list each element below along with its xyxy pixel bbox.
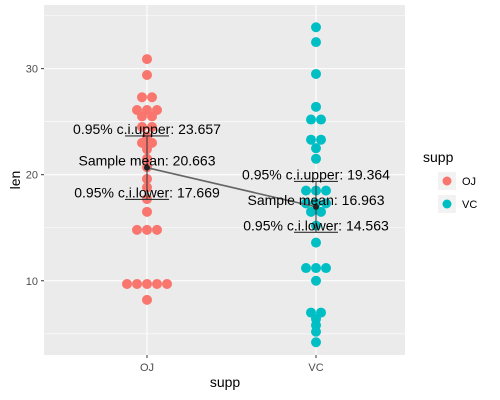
data-point <box>152 278 162 289</box>
data-point <box>311 337 321 348</box>
data-point <box>147 92 157 103</box>
mean-point <box>313 203 319 210</box>
data-point <box>137 121 147 132</box>
annotation-upper-vc: 0.95% c.i.upper: 19.364 <box>242 166 390 182</box>
data-point <box>306 206 316 217</box>
data-point <box>316 206 326 217</box>
data-point <box>311 263 321 274</box>
data-point <box>142 278 152 289</box>
data-point <box>306 134 316 145</box>
mean-connector-line <box>146 166 317 208</box>
y-tick-label: 10 <box>26 276 38 288</box>
data-point <box>306 114 316 125</box>
legend-label-oj: OJ <box>462 176 476 188</box>
annotation-lower-oj: 0.95% c.i.lower: 17.669 <box>74 184 220 200</box>
mean-point <box>144 164 150 171</box>
data-point <box>132 105 142 115</box>
data-point <box>142 70 152 80</box>
annotation-mean-vc: Sample mean: 16.963 <box>248 192 385 208</box>
data-point <box>301 263 311 274</box>
data-point <box>311 237 321 248</box>
data-point <box>122 278 132 289</box>
x-tick-label: OJ <box>140 362 154 374</box>
annotation-layer: 0.95% c.i.upper: 23.657 Sample mean: 20.6… <box>73 121 390 233</box>
data-point <box>132 278 142 289</box>
legend-key-oj <box>442 176 452 186</box>
legend-key-vc <box>442 199 452 209</box>
data-point <box>142 206 152 217</box>
y-axis-title: len <box>7 171 23 190</box>
data-point <box>311 143 321 154</box>
data-point <box>311 22 321 33</box>
data-point <box>142 105 152 115</box>
data-point <box>316 114 326 125</box>
data-point <box>311 37 321 48</box>
data-point <box>321 263 331 274</box>
annotation-lower-vc: 0.95% c.i.lower: 14.563 <box>243 217 389 233</box>
data-point <box>311 275 321 286</box>
data-point <box>152 105 162 115</box>
plot-panel <box>44 5 405 355</box>
annotation-mean-oj: Sample mean: 20.663 <box>79 153 216 169</box>
data-point <box>137 92 147 103</box>
legend-label-vc: VC <box>462 199 477 211</box>
data-point <box>321 185 331 196</box>
data-point <box>162 278 172 289</box>
data-point <box>147 121 157 132</box>
y-tick-label: 30 <box>26 64 38 76</box>
data-point <box>142 294 152 305</box>
axes: 10 20 30 OJ VC <box>26 64 324 374</box>
data-point <box>142 54 152 65</box>
legend: supp OJ VC <box>423 149 477 213</box>
data-point <box>142 224 152 235</box>
summary-layer <box>125 135 338 233</box>
data-point <box>301 185 311 196</box>
x-tick-label: VC <box>308 362 323 374</box>
data-point <box>311 153 321 164</box>
y-tick-label: 20 <box>26 170 38 182</box>
data-point <box>152 224 162 235</box>
data-point <box>311 101 321 112</box>
data-point <box>311 68 321 79</box>
data-point <box>316 134 326 145</box>
data-point <box>306 307 316 318</box>
data-point <box>316 307 326 318</box>
data-point <box>321 198 331 209</box>
x-axis-title: supp <box>210 374 241 390</box>
data-point <box>132 224 142 235</box>
annotation-upper-oj: 0.95% c.i.upper: 23.657 <box>73 121 221 137</box>
legend-title: supp <box>423 149 454 165</box>
